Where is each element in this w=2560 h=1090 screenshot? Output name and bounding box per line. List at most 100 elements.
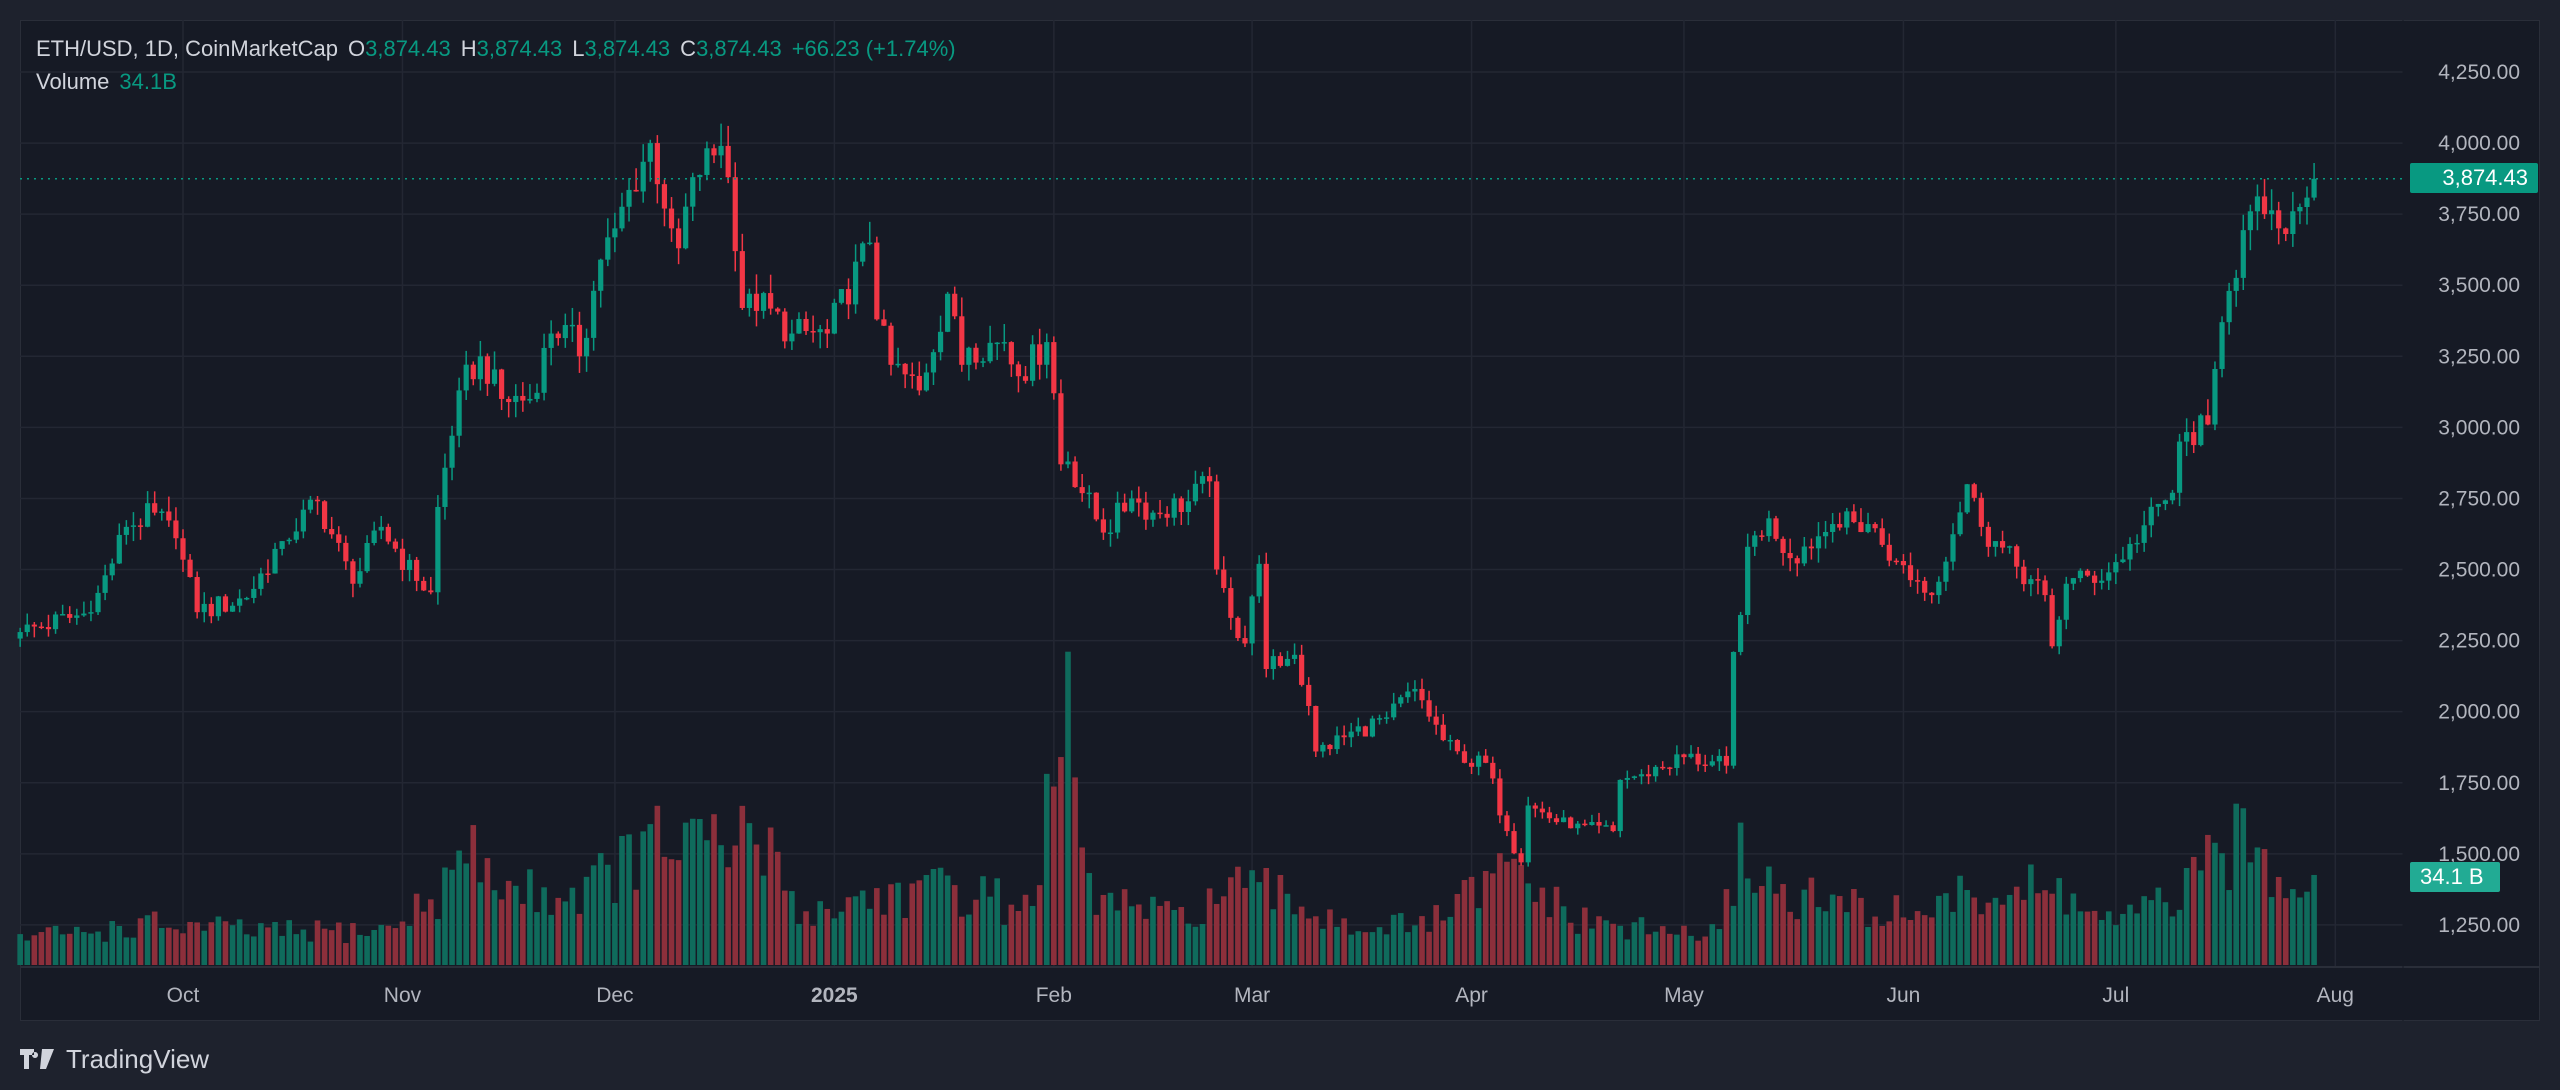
candle bbox=[1376, 714, 1383, 725]
candle bbox=[718, 123, 724, 169]
candle bbox=[605, 218, 611, 267]
candle bbox=[456, 377, 462, 448]
candle bbox=[513, 384, 519, 418]
volume-label[interactable]: Volume bbox=[36, 69, 110, 94]
volume-bar bbox=[307, 941, 314, 965]
candle bbox=[2261, 178, 2268, 219]
candle-body bbox=[1971, 484, 1977, 498]
candle-body bbox=[1171, 498, 1177, 518]
candle-body bbox=[888, 325, 894, 365]
candle-body bbox=[1256, 563, 1262, 597]
volume-bar bbox=[782, 890, 788, 965]
candle-body bbox=[1199, 476, 1206, 484]
candle-body bbox=[2155, 503, 2161, 507]
volume-bar bbox=[2205, 834, 2211, 965]
volume-bar bbox=[1560, 906, 1567, 965]
candle bbox=[1454, 739, 1460, 755]
candle bbox=[1886, 533, 1892, 567]
candle-body bbox=[24, 624, 30, 633]
candle bbox=[1306, 677, 1312, 716]
candle bbox=[860, 241, 866, 267]
candle-body bbox=[711, 148, 717, 156]
price-tick-label: 2,000.00 bbox=[2438, 701, 2520, 724]
time-tick-label: Dec bbox=[596, 984, 633, 1007]
candle-body bbox=[130, 525, 137, 527]
candle-body bbox=[937, 331, 944, 353]
price-tick-label: 3,500.00 bbox=[2438, 274, 2520, 297]
candle bbox=[654, 135, 660, 204]
candle-body bbox=[1355, 726, 1361, 732]
candle bbox=[2198, 413, 2204, 447]
candle bbox=[222, 594, 229, 613]
candle bbox=[1525, 796, 1531, 867]
candle-body bbox=[2084, 570, 2091, 576]
candle bbox=[881, 309, 887, 327]
candle-body bbox=[916, 375, 922, 391]
symbol-info[interactable]: ETH/USD, 1D, CoinMarketCap bbox=[36, 36, 338, 61]
volume-bar bbox=[2254, 847, 2261, 965]
volume-bar bbox=[534, 912, 540, 965]
volume-bar bbox=[2141, 896, 2147, 965]
candle-body bbox=[237, 598, 243, 606]
candle bbox=[1022, 365, 1029, 384]
candle-body bbox=[930, 352, 937, 373]
volume-bar bbox=[1136, 904, 1142, 965]
candle bbox=[2191, 421, 2197, 454]
candle bbox=[2134, 534, 2140, 553]
candle-body bbox=[1320, 744, 1326, 752]
volume-bar bbox=[2297, 897, 2303, 965]
candle-body bbox=[1660, 766, 1666, 769]
candle bbox=[817, 324, 823, 349]
volume-bar bbox=[1610, 923, 1616, 965]
candle bbox=[60, 604, 66, 616]
candle-body bbox=[2134, 542, 2140, 545]
volume-bar bbox=[930, 869, 937, 965]
candle-body bbox=[222, 596, 229, 612]
candle-body bbox=[265, 573, 271, 575]
candle bbox=[1433, 705, 1439, 735]
candle bbox=[2290, 191, 2296, 247]
volume-bar bbox=[2077, 911, 2084, 965]
candle-body bbox=[1603, 825, 1609, 827]
candle bbox=[1044, 333, 1050, 379]
candle bbox=[796, 312, 802, 334]
candle bbox=[491, 351, 498, 387]
candle-body bbox=[491, 369, 498, 384]
candle-body bbox=[1872, 524, 1878, 529]
candle bbox=[1553, 813, 1560, 825]
candle bbox=[1653, 764, 1659, 782]
volume-bar bbox=[1433, 905, 1439, 965]
candle bbox=[1518, 848, 1524, 866]
candle-body bbox=[923, 372, 929, 391]
candle bbox=[1497, 769, 1503, 824]
candle bbox=[1369, 715, 1376, 738]
candle-body bbox=[2297, 207, 2303, 212]
candle bbox=[1214, 474, 1220, 575]
candle-body bbox=[442, 467, 448, 507]
candle-body bbox=[1079, 487, 1085, 494]
price-tick-label: 2,750.00 bbox=[2438, 487, 2520, 510]
candle bbox=[1291, 643, 1298, 665]
volume-bar bbox=[597, 853, 604, 965]
volume-bar bbox=[2127, 904, 2133, 965]
tradingview-logo[interactable]: TradingView bbox=[20, 1044, 209, 1075]
candle-body bbox=[1058, 393, 1064, 465]
candle-body bbox=[973, 347, 979, 363]
volume-bar bbox=[1327, 909, 1333, 965]
volume-bar bbox=[966, 914, 972, 965]
candle-body bbox=[1391, 703, 1397, 718]
candle bbox=[329, 516, 335, 539]
candle-body bbox=[1313, 705, 1319, 752]
candle-body bbox=[2191, 432, 2197, 446]
volume-bar bbox=[1709, 924, 1716, 965]
candle bbox=[1058, 379, 1064, 471]
candle bbox=[2021, 559, 2027, 592]
volume-bar bbox=[2042, 890, 2048, 965]
volume-bar bbox=[470, 825, 477, 965]
volume-bar bbox=[1114, 910, 1121, 965]
candle-body bbox=[137, 525, 144, 527]
candle bbox=[1759, 530, 1765, 541]
candle-body bbox=[1667, 767, 1673, 769]
candle-body bbox=[1426, 700, 1432, 717]
